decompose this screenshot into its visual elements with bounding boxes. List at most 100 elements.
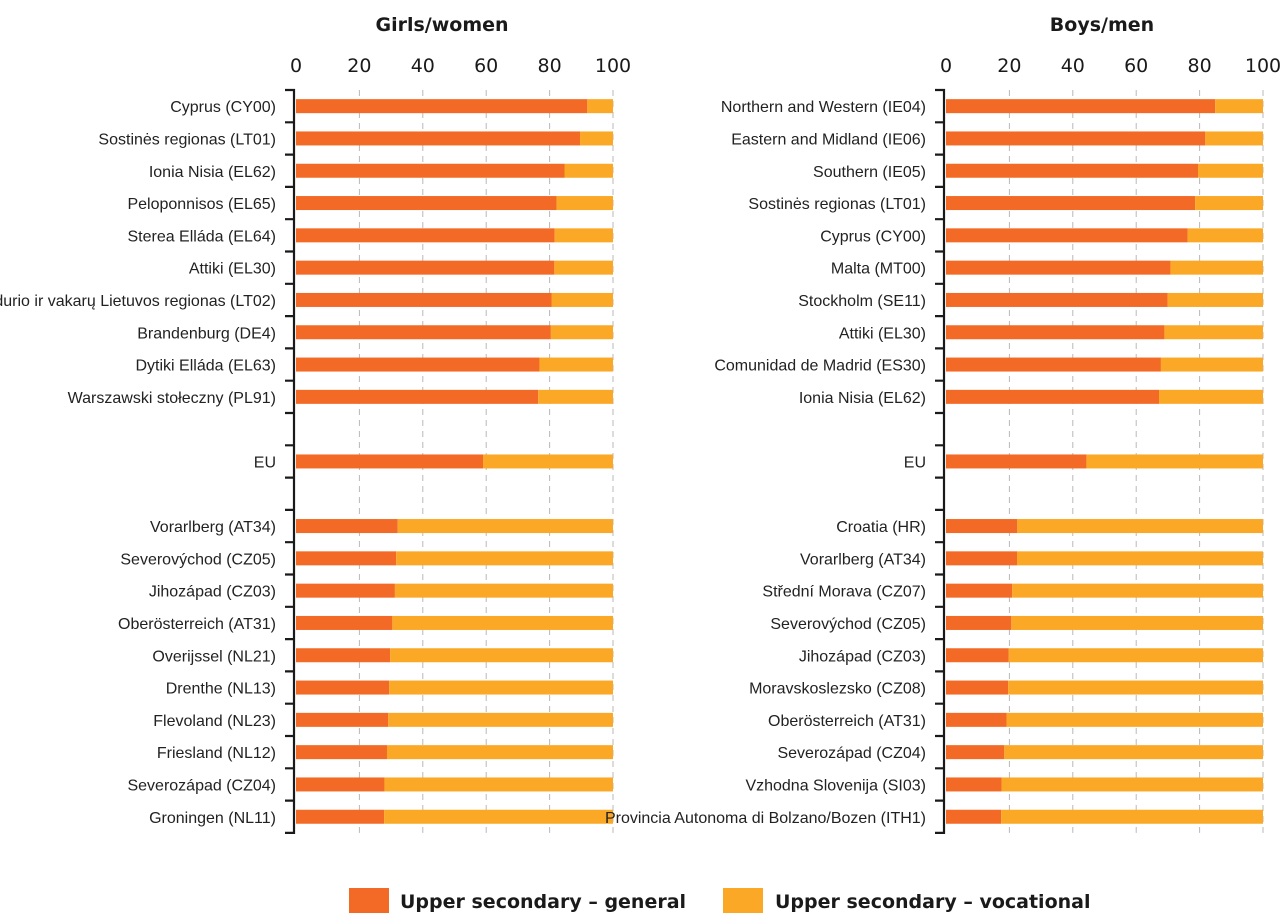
girls-category-label: Vidurio ir vakarų Lietuvos regionas (LT0… (0, 293, 276, 310)
girls-bar-vocational (587, 99, 613, 114)
girls-bar-general (296, 454, 484, 469)
girls-bar-vocational (384, 777, 613, 792)
boys-bar-vocational (1008, 680, 1263, 695)
girls-category-label: Dytiki Elláda (EL63) (136, 358, 277, 375)
boys-category-label: Jihozápad (CZ03) (799, 648, 926, 665)
girls-category-label: Warszawski stołeczny (PL91) (68, 390, 276, 407)
boys-bar-vocational (1195, 196, 1263, 211)
boys-bar-general (946, 196, 1196, 211)
girls-women-panel: Girls/women 0 20 40 60 80 100 Cyprus (CY00) Sost… (0, 14, 631, 834)
legend: Upper secondary – general Upper secondar… (349, 888, 1090, 913)
girls-x-tick-label: 80 (538, 55, 562, 77)
boys-bar-general (946, 228, 1188, 243)
boys-category-label: Southern (IE05) (813, 164, 926, 181)
boys-bar-general (946, 325, 1165, 340)
boys-bar-vocational (1205, 131, 1263, 146)
boys-category-label: Sostinės regionas (LT01) (748, 196, 926, 213)
girls-category-label: Cyprus (CY00) (170, 99, 276, 116)
girls-bar-general (296, 99, 588, 114)
boys-category-label: Střední Morava (CZ07) (762, 584, 926, 601)
girls-category-label: Friesland (NL12) (157, 745, 276, 762)
girls-bar-general (296, 777, 385, 792)
boys-x-tick-label: 40 (1061, 55, 1085, 77)
girls-bar-general (296, 583, 395, 598)
girls-bar-vocational (394, 583, 613, 598)
boys-bar-vocational (1017, 519, 1263, 534)
girls-bar-vocational (554, 228, 613, 243)
girls-bar-general (296, 260, 555, 275)
boys-bar-general (946, 99, 1216, 114)
boys-bar-general (946, 680, 1009, 695)
boys-bar-vocational (1170, 260, 1263, 275)
girls-bar-vocational (483, 454, 613, 469)
girls-bar-general (296, 389, 539, 404)
girls-x-tick-label: 20 (347, 55, 371, 77)
boys-category-label: Vorarlberg (AT34) (800, 551, 926, 568)
girls-category-label: Jihozápad (CZ03) (149, 584, 276, 601)
boys-category-label: Provincia Autonoma di Bolzano/Bozen (ITH… (605, 810, 926, 827)
boys-x-tick-label: 80 (1188, 55, 1212, 77)
girls-bar-vocational (564, 163, 613, 178)
girls-category-label: Brandenburg (DE4) (137, 325, 276, 342)
girls-bar-vocational (580, 131, 613, 146)
legend-swatch-general (349, 888, 389, 913)
boys-bar-vocational (1008, 648, 1263, 663)
girls-bar-general (296, 648, 391, 663)
girls-bar-vocational (539, 357, 613, 372)
girls-y-axis (285, 88, 296, 834)
girls-bar-vocational (389, 680, 613, 695)
girls-bar-general (296, 131, 581, 146)
boys-bar-general (946, 615, 1012, 630)
girls-category-label: Attiki (EL30) (189, 261, 276, 278)
boys-bar-general (946, 131, 1206, 146)
boys-bar-general (946, 583, 1013, 598)
girls-category-label: Drenthe (NL13) (166, 681, 276, 698)
girls-x-tick-label: 0 (290, 55, 302, 77)
boys-bar-vocational (1159, 389, 1263, 404)
girls-category-label: Oberösterreich (AT31) (118, 616, 276, 633)
girls-bar-vocational (550, 325, 613, 340)
boys-bar-general (946, 745, 1005, 760)
boys-bar-general (946, 260, 1171, 275)
girls-bar-vocational (388, 712, 613, 727)
boys-bar-general (946, 551, 1018, 566)
boys-bar-general (946, 809, 1002, 824)
girls-bar-general (296, 712, 389, 727)
boys-category-label: EU (904, 454, 926, 471)
girls-bar-general (296, 519, 398, 534)
girls-bar-general (296, 680, 390, 695)
girls-bar-general (296, 357, 540, 372)
boys-x-tick-label: 100 (1245, 55, 1281, 77)
boys-bar-general (946, 777, 1002, 792)
boys-bar-vocational (1001, 809, 1263, 824)
girls-bar-general (296, 228, 555, 243)
boys-bar-vocational (1198, 163, 1263, 178)
legend-label-vocational: Upper secondary – vocational (775, 891, 1090, 913)
boys-x-tick-label: 20 (997, 55, 1021, 77)
girls-bar-vocational (554, 260, 613, 275)
boys-bar-vocational (1012, 583, 1263, 598)
boys-bar-vocational (1160, 357, 1263, 372)
girls-category-label: Ionia Nisia (EL62) (149, 164, 276, 181)
boys-category-label: Severovýchod (CZ05) (770, 616, 926, 633)
girls-category-label: Overijssel (NL21) (152, 648, 276, 665)
boys-category-label: Oberösterreich (AT31) (768, 713, 926, 730)
boys-bar-general (946, 648, 1009, 663)
boys-bar-vocational (1086, 454, 1263, 469)
girls-category-label: Flevoland (NL23) (153, 713, 276, 730)
girls-bar-vocational (396, 551, 613, 566)
boys-men-panel: Boys/men 0 20 40 60 80 100 Northern and Western… (605, 14, 1281, 834)
boys-category-label: Ionia Nisia (EL62) (799, 390, 926, 407)
girls-x-tick-label: 100 (595, 55, 631, 77)
girls-bar-vocational (386, 745, 613, 760)
boys-bar-general (946, 454, 1087, 469)
girls-category-label: Sostinės regionas (LT01) (98, 131, 276, 148)
boys-bar-vocational (1006, 712, 1263, 727)
girls-category-label: Groningen (NL11) (149, 810, 276, 827)
boys-bar-vocational (1017, 551, 1263, 566)
boys-bar-vocational (1001, 777, 1263, 792)
girls-bar-vocational (392, 615, 613, 630)
boys-bar-general (946, 163, 1199, 178)
boys-bar-vocational (1187, 228, 1263, 243)
boys-category-label: Croatia (HR) (836, 519, 926, 536)
